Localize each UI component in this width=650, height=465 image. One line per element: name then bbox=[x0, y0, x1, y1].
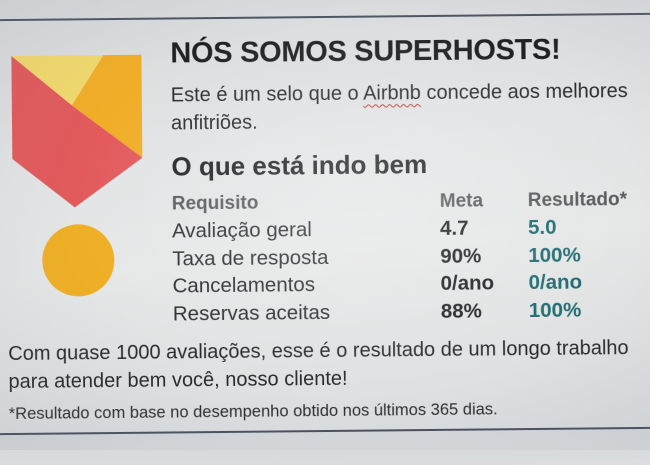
bottom-margin-strip bbox=[0, 429, 650, 465]
slide-title: NÓS SOMOS SUPERHOSTS! bbox=[170, 31, 648, 72]
airbnb-word-spellcheck: Airbnb bbox=[363, 82, 421, 105]
closing-paragraph: Com quase 1000 avaliações, esse é o resu… bbox=[8, 334, 649, 396]
row-result-value: 0/ano bbox=[528, 270, 642, 295]
slide-photo: NÓS SOMOS SUPERHOSTS! Este é um selo que… bbox=[0, 0, 650, 453]
row-result-value: 100% bbox=[528, 242, 642, 267]
intro-text-before: Este é um selo que o bbox=[171, 83, 364, 107]
row-meta-value: 4.7 bbox=[440, 216, 528, 241]
col-header-requisito: Requisito bbox=[172, 191, 440, 216]
metrics-table: Requisito Meta Resultado* Avaliação gera… bbox=[172, 189, 643, 330]
row-label: Taxa de resposta bbox=[172, 244, 440, 271]
section-heading: O que está indo bem bbox=[171, 146, 649, 183]
row-label: Cancelamentos bbox=[172, 272, 440, 299]
row-meta-value: 88% bbox=[441, 299, 529, 324]
row-label: Avaliação geral bbox=[172, 217, 440, 244]
row-meta-value: 90% bbox=[440, 244, 528, 269]
footnote: *Resultado com base no desempenho obtido… bbox=[9, 399, 609, 424]
table-row: Reservas aceitas 88% 100% bbox=[173, 297, 643, 329]
medal-circle bbox=[42, 224, 115, 297]
superhost-medal-icon bbox=[11, 55, 143, 298]
col-header-meta: Meta bbox=[440, 190, 528, 213]
intro-paragraph: Este é um selo que o Airbnb concede aos … bbox=[171, 77, 650, 138]
slide-main-column: NÓS SOMOS SUPERHOSTS! Este é um selo que… bbox=[170, 31, 650, 330]
col-header-resultado: Resultado* bbox=[528, 189, 642, 212]
row-label: Reservas aceitas bbox=[173, 299, 441, 326]
top-rule bbox=[0, 13, 650, 21]
row-meta-value: 0/ano bbox=[440, 271, 528, 296]
row-result-value: 5.0 bbox=[528, 215, 642, 240]
row-result-value: 100% bbox=[529, 297, 643, 322]
